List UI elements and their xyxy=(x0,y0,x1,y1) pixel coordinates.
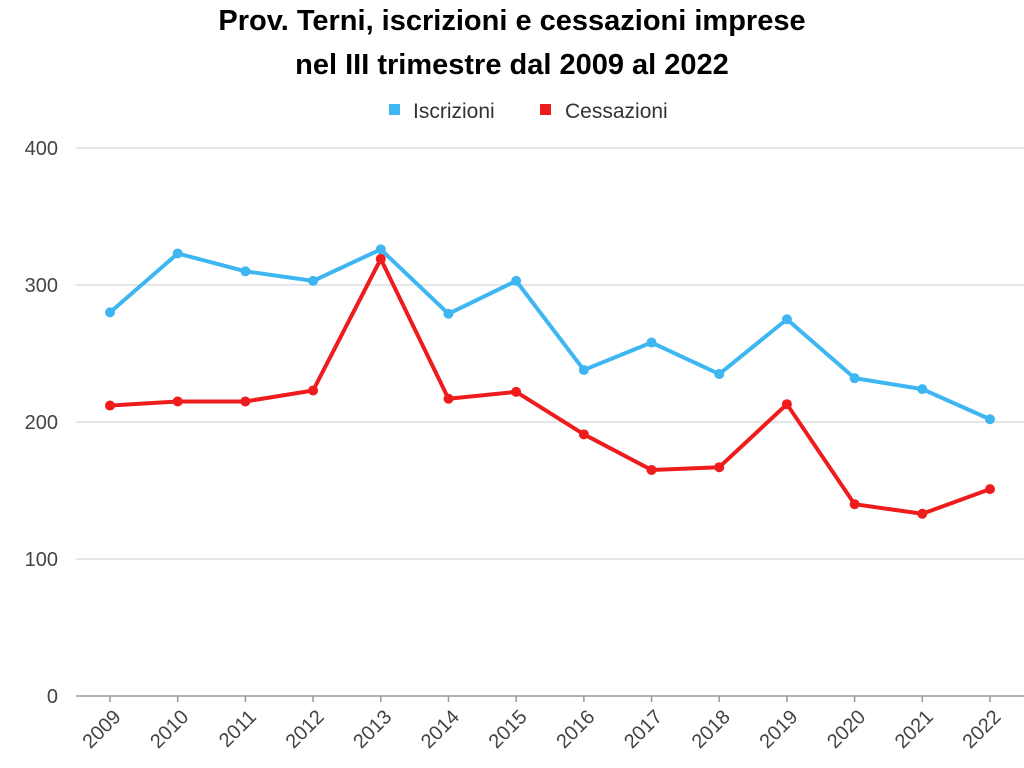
x-tick-label: 2010 xyxy=(146,706,193,753)
data-point-cessazioni xyxy=(849,499,860,510)
x-tick-label: 2017 xyxy=(620,706,667,753)
x-tick-label: 2018 xyxy=(688,706,735,753)
data-point-cessazioni xyxy=(917,508,928,519)
x-tick-label: 2012 xyxy=(282,706,329,753)
x-tick-label: 2020 xyxy=(823,706,870,753)
data-point-iscrizioni xyxy=(240,266,251,277)
data-point-cessazioni xyxy=(105,400,115,411)
legend-swatch-iscrizioni xyxy=(389,104,400,115)
x-tick-label: 2009 xyxy=(79,706,126,753)
data-point-cessazioni xyxy=(240,396,251,407)
series xyxy=(105,244,995,519)
data-point-iscrizioni xyxy=(375,244,386,255)
legend: Iscrizioni Cessazioni xyxy=(389,100,668,123)
data-point-iscrizioni xyxy=(443,308,454,319)
data-point-iscrizioni xyxy=(781,314,792,325)
y-tick-label: 100 xyxy=(25,549,58,571)
y-tick-label: 400 xyxy=(25,138,58,160)
data-point-iscrizioni xyxy=(308,275,319,286)
chart-title-line-2: nel III trimestre dal 2009 al 2022 xyxy=(295,49,729,81)
data-point-cessazioni xyxy=(443,393,454,404)
x-axis-ticks: 2009 2010 2011 2012 2013 2014 2015 2016 2017 2018… xyxy=(79,696,1006,753)
data-point-iscrizioni xyxy=(917,384,928,395)
series-cessazioni xyxy=(105,253,995,519)
data-point-iscrizioni xyxy=(714,369,725,380)
data-point-iscrizioni xyxy=(849,373,860,384)
y-tick-label: 0 xyxy=(47,686,58,708)
chart-title-line-1: Prov. Terni, iscrizioni e cessazioni imp… xyxy=(218,5,805,37)
data-point-cessazioni xyxy=(985,484,995,495)
gridlines xyxy=(76,147,1024,697)
y-axis-ticks: 0 100 200 300 400 xyxy=(25,138,58,708)
legend-label-cessazioni: Cessazioni xyxy=(565,100,668,123)
data-point-cessazioni xyxy=(781,399,792,410)
x-tick-label: 2022 xyxy=(959,706,1006,753)
x-tick-label: 2019 xyxy=(755,706,802,753)
y-tick-label: 300 xyxy=(25,275,58,297)
x-tick-label: 2013 xyxy=(349,706,396,753)
data-point-cessazioni xyxy=(511,386,522,397)
series-line-cessazioni xyxy=(108,256,992,516)
x-tick-label: 2011 xyxy=(215,706,261,752)
data-point-iscrizioni xyxy=(172,248,183,259)
data-point-cessazioni xyxy=(646,464,657,475)
legend-label-iscrizioni: Iscrizioni xyxy=(413,100,495,123)
data-point-cessazioni xyxy=(578,429,589,440)
legend-swatch-cessazioni xyxy=(540,104,551,115)
data-point-cessazioni xyxy=(375,253,386,264)
x-tick-label: 2015 xyxy=(485,706,532,753)
data-point-iscrizioni xyxy=(985,414,995,425)
data-point-iscrizioni xyxy=(578,364,589,375)
data-point-cessazioni xyxy=(308,385,319,396)
y-tick-label: 200 xyxy=(25,412,58,434)
series-line-iscrizioni xyxy=(108,247,992,422)
x-tick-label: 2014 xyxy=(417,706,464,753)
data-point-cessazioni xyxy=(714,462,725,473)
series-iscrizioni xyxy=(105,244,995,425)
x-tick-label: 2016 xyxy=(552,706,599,753)
data-point-cessazioni xyxy=(172,396,183,407)
data-point-iscrizioni xyxy=(646,337,657,348)
data-point-iscrizioni xyxy=(105,307,115,318)
x-tick-label: 2021 xyxy=(891,706,938,753)
data-point-iscrizioni xyxy=(511,275,522,286)
